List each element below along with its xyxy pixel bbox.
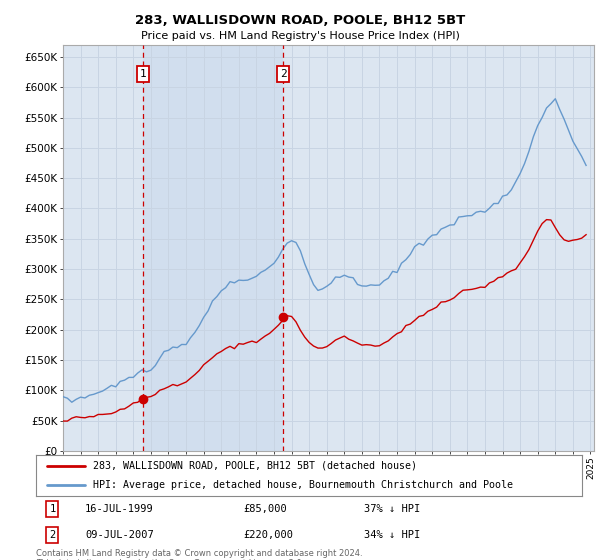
Bar — [143, 45, 283, 451]
Text: HPI: Average price, detached house, Bournemouth Christchurch and Poole: HPI: Average price, detached house, Bour… — [94, 479, 514, 489]
Text: 09-JUL-2007: 09-JUL-2007 — [85, 530, 154, 540]
Text: 34% ↓ HPI: 34% ↓ HPI — [364, 530, 420, 540]
Text: Price paid vs. HM Land Registry's House Price Index (HPI): Price paid vs. HM Land Registry's House … — [140, 31, 460, 41]
Text: 16-JUL-1999: 16-JUL-1999 — [85, 505, 154, 514]
Text: 1: 1 — [139, 69, 146, 79]
Text: 2: 2 — [280, 69, 287, 79]
Text: 283, WALLISDOWN ROAD, POOLE, BH12 5BT (detached house): 283, WALLISDOWN ROAD, POOLE, BH12 5BT (d… — [94, 461, 418, 471]
Text: 283, WALLISDOWN ROAD, POOLE, BH12 5BT: 283, WALLISDOWN ROAD, POOLE, BH12 5BT — [135, 14, 465, 27]
Text: 37% ↓ HPI: 37% ↓ HPI — [364, 505, 420, 514]
Text: £220,000: £220,000 — [244, 530, 293, 540]
Text: 2: 2 — [49, 530, 56, 540]
Text: 1: 1 — [49, 505, 56, 514]
Text: Contains HM Land Registry data © Crown copyright and database right 2024.
This d: Contains HM Land Registry data © Crown c… — [36, 549, 362, 560]
Text: £85,000: £85,000 — [244, 505, 287, 514]
